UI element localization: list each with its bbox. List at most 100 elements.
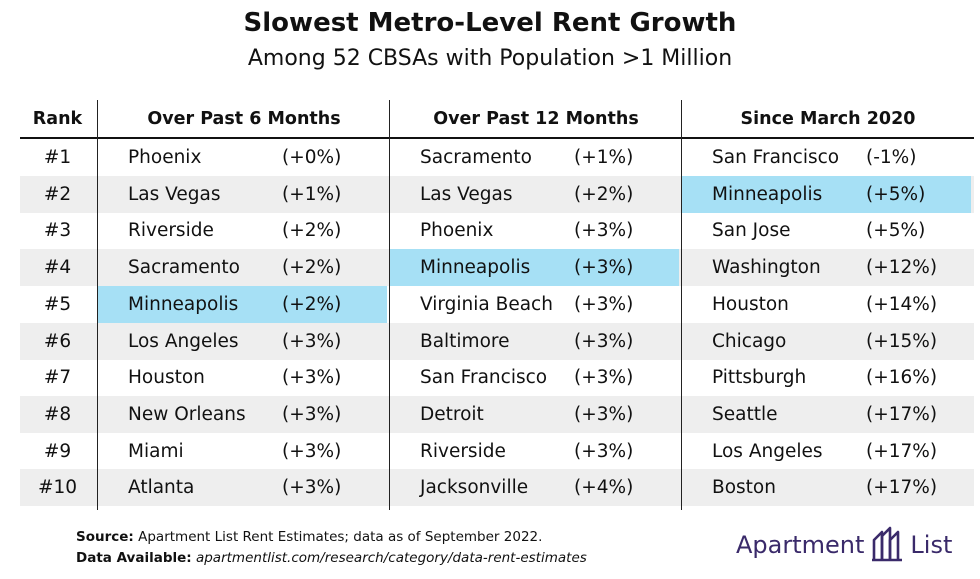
- data-available-label: Data Available:: [76, 550, 192, 566]
- table-row: #4 Sacramento (+2%) Minneapolis (+3%) Washing…: [20, 249, 974, 287]
- column-divider-2: [389, 100, 390, 510]
- highlight-cell: [98, 285, 387, 323]
- change-cell: (+2%): [574, 183, 634, 205]
- table-row: #2 Las Vegas (+1%) Las Vegas (+2%) Minneapoli…: [20, 175, 974, 213]
- highlight-cell: [682, 175, 971, 213]
- change-cell: (+0%): [282, 147, 342, 168]
- table-row: #10 Atlanta (+3%) Jacksonville (+4%) Boston (+…: [20, 469, 974, 507]
- logo-word-apartment: Apartment: [736, 531, 865, 559]
- city-cell: Baltimore: [420, 330, 510, 352]
- column-divider-1: [97, 100, 98, 510]
- city-cell: Minneapolis: [712, 183, 823, 205]
- city-cell: Los Angeles: [712, 440, 823, 462]
- city-cell: San Francisco: [420, 367, 548, 389]
- rank-cell: #2: [43, 183, 72, 205]
- change-cell: (+16%): [866, 367, 938, 389]
- data-available-link[interactable]: apartmentlist.com/research/category/data…: [195, 550, 587, 566]
- change-cell: (+14%): [866, 293, 938, 315]
- change-cell: (+1%): [574, 147, 634, 168]
- apartment-list-logo-icon: [872, 526, 903, 562]
- change-cell: (+3%): [574, 330, 634, 352]
- table-row: #7 Houston (+3%) San Francisco (+3%) Pittsbur…: [20, 359, 974, 396]
- change-cell: (+2%): [282, 293, 342, 315]
- logo-word-list: List: [910, 531, 953, 559]
- table-row: #6 Los Angeles (+3%) Baltimore (+3%) Chicago (…: [20, 322, 974, 360]
- page-subtitle: Among 52 CBSAs with Population >1 Millio…: [247, 46, 733, 71]
- city-cell: Las Vegas: [420, 183, 513, 205]
- rank-cell: #9: [43, 440, 72, 462]
- city-cell: San Jose: [712, 220, 791, 242]
- change-cell: (+2%): [282, 220, 342, 242]
- city-cell: Minneapolis: [420, 257, 531, 279]
- table-row: #3 Riverside (+2%) Phoenix (+3%) San Jose (+5%…: [20, 212, 974, 249]
- change-cell: (+5%): [866, 220, 926, 242]
- change-cell: (-1%): [866, 147, 917, 168]
- change-cell: (+15%): [866, 330, 938, 352]
- header-underline: [20, 137, 974, 139]
- city-cell: Riverside: [420, 440, 506, 462]
- header-twelve-months: Over Past 12 Months: [433, 109, 639, 129]
- city-cell: Boston: [712, 477, 776, 499]
- rank-cell: #6: [43, 330, 72, 352]
- city-cell: Las Vegas: [128, 183, 221, 205]
- column-divider-3: [681, 100, 682, 510]
- city-cell: Houston: [712, 293, 789, 315]
- change-cell: (+12%): [866, 257, 938, 279]
- city-cell: Houston: [128, 367, 205, 389]
- table-row: #8 New Orleans (+3%) Detroit (+3%) Seattle (+1…: [20, 395, 974, 433]
- table-row: #9 Miami (+3%) Riverside (+3%) Los Angeles (+1…: [20, 433, 974, 470]
- footer-data-available: Data Available: apartmentlist.com/resear…: [76, 550, 587, 566]
- change-cell: (+3%): [282, 330, 342, 352]
- rank-cell: #5: [43, 293, 72, 315]
- change-cell: (+3%): [282, 403, 342, 425]
- city-cell: Riverside: [128, 220, 214, 242]
- table-row: #1 Phoenix (+0%) Sacramento (+1%) San Francis…: [20, 139, 974, 176]
- city-cell: Seattle: [712, 403, 778, 425]
- apartment-list-logo: Apartment List: [736, 524, 952, 566]
- header-rank: Rank: [32, 109, 83, 129]
- change-cell: (+3%): [574, 367, 634, 389]
- rank-cell: #8: [43, 403, 72, 425]
- header-since-2020: Since March 2020: [740, 109, 916, 129]
- header-six-months: Over Past 6 Months: [147, 109, 341, 129]
- change-cell: (+3%): [574, 257, 634, 279]
- change-cell: (+3%): [574, 293, 634, 315]
- change-cell: (+5%): [866, 183, 926, 205]
- city-cell: Pittsburgh: [712, 367, 807, 389]
- table-row: #5 Minneapolis (+2%) Virginia Beach (+3%) Hou…: [20, 285, 974, 323]
- rank-cell: #4: [43, 257, 72, 279]
- city-cell: Detroit: [420, 403, 484, 425]
- change-cell: (+4%): [574, 477, 634, 499]
- source-text: Apartment List Rent Estimates; data as o…: [138, 529, 543, 545]
- change-cell: (+3%): [282, 367, 342, 389]
- change-cell: (+1%): [282, 183, 342, 205]
- rank-cell: #10: [37, 477, 78, 499]
- city-cell: Phoenix: [128, 147, 202, 168]
- rank-cell: #3: [43, 220, 72, 242]
- city-cell: Atlanta: [128, 477, 195, 499]
- change-cell: (+2%): [282, 257, 342, 279]
- highlight-cell: [390, 249, 679, 287]
- change-cell: (+17%): [866, 440, 938, 462]
- city-cell: Minneapolis: [128, 293, 239, 315]
- change-cell: (+3%): [574, 220, 634, 242]
- change-cell: (+17%): [866, 477, 938, 499]
- footer-source: Source: Apartment List Rent Estimates; d…: [76, 529, 542, 545]
- city-cell: Washington: [712, 257, 821, 279]
- change-cell: (+3%): [574, 440, 634, 462]
- change-cell: (+3%): [574, 403, 634, 425]
- city-cell: Virginia Beach: [420, 293, 553, 315]
- change-cell: (+3%): [282, 477, 342, 499]
- change-cell: (+17%): [866, 403, 938, 425]
- source-label: Source:: [76, 529, 134, 545]
- city-cell: Chicago: [712, 330, 787, 352]
- city-cell: Sacramento: [420, 147, 532, 168]
- city-cell: Sacramento: [128, 257, 240, 279]
- city-cell: Los Angeles: [128, 330, 239, 352]
- city-cell: Phoenix: [420, 220, 494, 242]
- page-title: Slowest Metro-Level Rent Growth: [243, 8, 737, 38]
- city-cell: Miami: [128, 440, 184, 462]
- city-cell: San Francisco: [712, 147, 840, 168]
- change-cell: (+3%): [282, 440, 342, 462]
- city-cell: Jacksonville: [420, 477, 529, 499]
